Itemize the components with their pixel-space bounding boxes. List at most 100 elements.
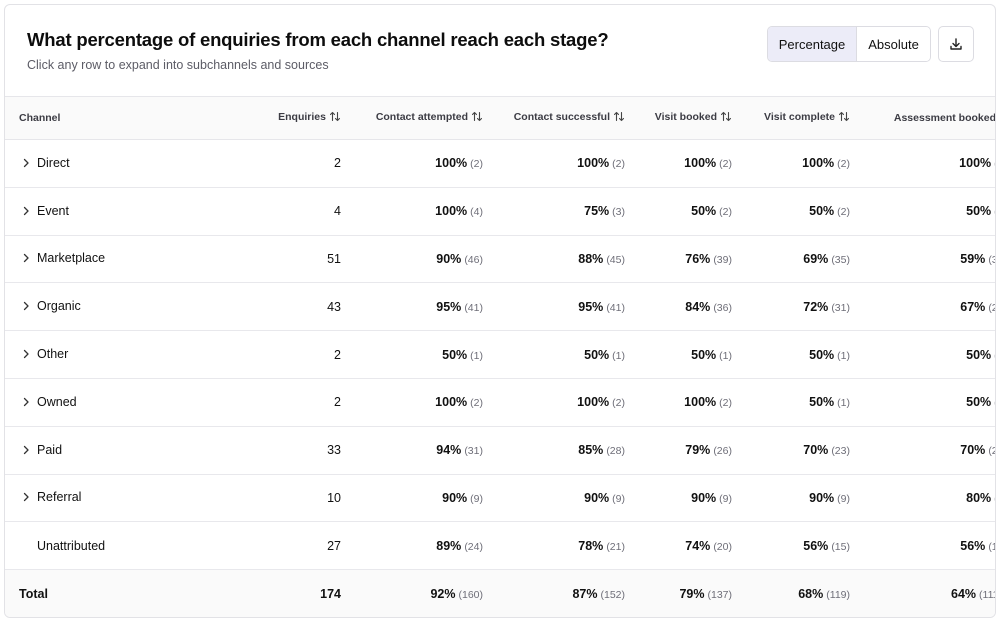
contact-attempted-cell: 100% (2): [349, 139, 491, 188]
sort-icon[interactable]: [329, 111, 341, 125]
assessment-booked-cell: 67%(29): [858, 282, 995, 332]
total-visit-booked: 79% (137): [679, 586, 732, 601]
assessment-booked-cell: 80%(8): [858, 474, 995, 523]
contact-attempted-cell: 94% (31): [349, 426, 491, 475]
visit-booked-cell: 90% (9): [633, 474, 740, 523]
table-row[interactable]: Paid3394%(31)85%(28)79%(26)70%(23)70%(23…: [5, 426, 995, 475]
total-contact-attempted: 92% (160): [430, 586, 483, 601]
column-header-contact-attempted[interactable]: Contact attempted: [349, 96, 491, 140]
channel-cell: Unattributed: [5, 521, 160, 571]
chevron-right-icon[interactable]: [21, 300, 37, 314]
sort-icon[interactable]: [471, 111, 483, 125]
channel-cell: Paid: [5, 426, 160, 475]
enquiries-cell: 51: [160, 235, 349, 284]
total-label: Total: [19, 586, 48, 601]
sort-icon[interactable]: [838, 111, 850, 125]
visit-complete-cell: 70% (23): [740, 426, 858, 475]
channel-label: Referral: [37, 490, 82, 505]
total-assessment-booked: 64%(111): [951, 586, 995, 601]
assessment-booked-cell: 50%(1): [858, 330, 995, 379]
assessment-booked-cell: 59%(30): [858, 235, 995, 284]
table-row[interactable]: Organic 43 95% (41) 95% (41) 84% (36) 72% (31) 67%…: [5, 282, 995, 332]
enquiries-cell: 33: [160, 426, 349, 475]
sort-icon[interactable]: [613, 111, 625, 125]
visit-booked-cell: 74% (20): [633, 521, 740, 571]
visit-booked-cell: 79% (26): [633, 426, 740, 475]
channel-cell: Direct: [5, 139, 160, 188]
channel-cell: Owned: [5, 378, 160, 427]
card-header: What percentage of enquiries from each c…: [5, 5, 995, 97]
visit-complete-cell: 50% (1): [740, 378, 858, 427]
absolute-toggle-button[interactable]: Absolute: [857, 27, 930, 61]
visit-booked-cell: 76% (39): [633, 235, 740, 284]
visit-complete-cell: 50% (2): [740, 187, 858, 236]
chevron-right-icon[interactable]: [21, 157, 37, 171]
visit-complete-cell: 90% (9): [740, 474, 858, 523]
contact-attempted-cell: 100% (2): [349, 378, 491, 427]
contact-successful-cell: 95% (41): [491, 282, 633, 332]
column-header-assessment-booked[interactable]: Assessment booked: [858, 96, 995, 140]
visit-complete-cell: 100% (2): [740, 139, 858, 188]
assessment-booked-cell: 56%(15): [858, 521, 995, 571]
column-header-channel: Channel: [5, 96, 160, 140]
visit-complete-cell: 69% (35): [740, 235, 858, 284]
contact-successful-cell: 85% (28): [491, 426, 633, 475]
chevron-right-icon[interactable]: [21, 348, 37, 362]
channel-label: Organic: [37, 299, 81, 314]
funnel-table: Channel Enquiries Contact attempted Cont…: [5, 96, 995, 617]
visit-booked-cell: 100% (2): [633, 139, 740, 188]
table-row[interactable]: Direct2100%(2)100%(2)100%(2)100%(2)100%(…: [5, 139, 995, 188]
view-mode-toggle: Percentage Absolute: [767, 26, 931, 62]
visit-complete-cell: 50% (1): [740, 330, 858, 379]
download-icon: [950, 38, 962, 50]
column-header-contact-successful[interactable]: Contact successful: [491, 96, 633, 140]
contact-attempted-cell: 95% (41): [349, 282, 491, 332]
table-row: Unattributed 27 89% (24) 78% (21) 74% (20) 56% (1…: [5, 521, 995, 571]
assessment-booked-cell: 70%(23): [858, 426, 995, 475]
chevron-right-icon[interactable]: [21, 444, 37, 458]
visit-booked-cell: 50% (2): [633, 187, 740, 236]
column-header-visit-complete[interactable]: Visit complete: [740, 96, 858, 140]
visit-complete-cell: 72% (31): [740, 282, 858, 332]
enquiries-cell: 4: [160, 187, 349, 236]
channel-label: Unattributed: [37, 538, 106, 553]
column-header-visit-booked[interactable]: Visit booked: [633, 96, 740, 140]
channel-cell: Other: [5, 330, 160, 379]
contact-successful-cell: 50% (1): [491, 330, 633, 379]
download-button[interactable]: [938, 26, 974, 62]
total-enquiries: 174: [320, 586, 341, 601]
contact-successful-cell: 100% (2): [491, 378, 633, 427]
chevron-right-icon[interactable]: [21, 491, 37, 505]
chevron-right-icon[interactable]: [21, 205, 37, 219]
funnel-card: What percentage of enquiries from each c…: [4, 4, 996, 618]
visit-complete-cell: 56% (15): [740, 521, 858, 571]
page-subtitle: Click any row to expand into subchannels…: [27, 58, 329, 72]
enquiries-cell: 2: [160, 378, 349, 427]
column-header-enquiries[interactable]: Enquiries: [160, 96, 349, 140]
visit-booked-cell: 84% (36): [633, 282, 740, 332]
contact-attempted-cell: 90% (46): [349, 235, 491, 284]
table-row[interactable]: Marketplace 51 90% (46) 88% (45) 76% (39) 69% (35…: [5, 235, 995, 284]
channel-cell: Event: [5, 187, 160, 236]
percentage-toggle-button[interactable]: Percentage: [768, 27, 857, 61]
channel-cell: Marketplace: [5, 235, 160, 284]
contact-attempted-cell: 100% (4): [349, 187, 491, 236]
total-visit-complete: 68% (119): [798, 586, 850, 601]
enquiries-cell: 43: [160, 282, 349, 332]
chevron-right-icon[interactable]: [21, 252, 37, 266]
contact-successful-cell: 88% (45): [491, 235, 633, 284]
assessment-booked-cell: 100%(2): [858, 139, 995, 188]
visit-booked-cell: 50% (1): [633, 330, 740, 379]
channel-cell: Referral: [5, 474, 160, 523]
contact-successful-cell: 78% (21): [491, 521, 633, 571]
sort-icon[interactable]: [720, 111, 732, 125]
contact-attempted-cell: 89% (24): [349, 521, 491, 571]
total-contact-successful: 87% (152): [572, 586, 625, 601]
channel-cell: Organic: [5, 282, 160, 332]
chevron-right-icon[interactable]: [21, 396, 37, 410]
enquiries-cell: 2: [160, 139, 349, 188]
